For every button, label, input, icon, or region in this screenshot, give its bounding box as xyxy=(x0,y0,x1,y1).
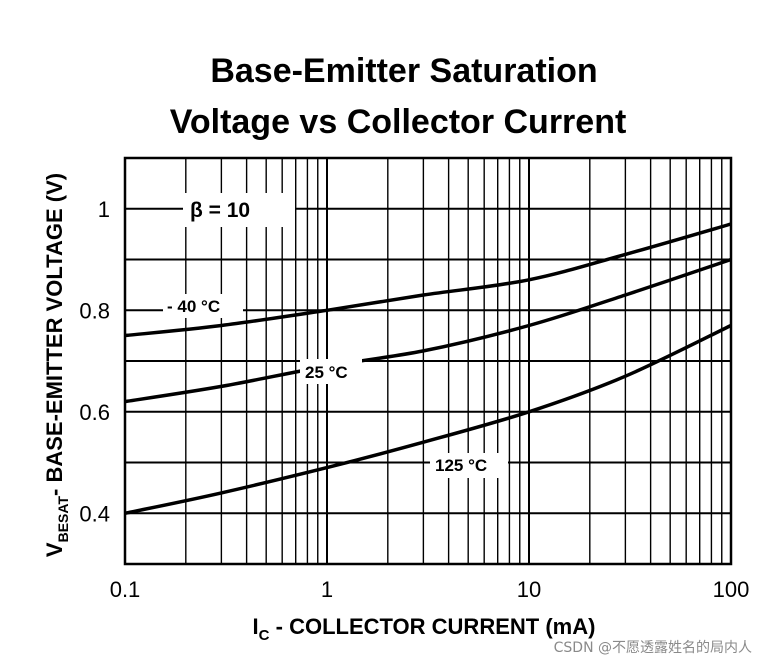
y-tick-label: 0.4 xyxy=(79,501,110,526)
series-label-bg-minus40 xyxy=(163,294,243,318)
x-tick-label: 0.1 xyxy=(110,577,141,602)
y-axis-label-sub: BESAT xyxy=(55,496,71,543)
x-axis-label-main: I xyxy=(253,614,259,639)
x-tick-label: 1 xyxy=(321,577,333,602)
x-axis-label-rest: - COLLECTOR CURRENT (mA) xyxy=(270,614,596,639)
series-line-0 xyxy=(124,222,732,338)
series-label-minus40: - 40 °C xyxy=(167,297,220,316)
y-tick-labels: 0.4 0.6 0.8 1 xyxy=(79,197,110,527)
y-tick-label: 0.6 xyxy=(79,400,110,425)
series-label-25: 25 °C xyxy=(305,363,348,382)
chart-title-line2: Voltage vs Collector Current xyxy=(170,103,627,141)
x-tick-label: 10 xyxy=(517,577,541,602)
series-line-2 xyxy=(124,323,732,516)
y-tick-label: 1 xyxy=(98,197,110,222)
x-tick-label: 100 xyxy=(713,577,750,602)
plot-frame xyxy=(123,156,733,566)
x-tick-labels: 0.1 1 10 100 xyxy=(110,577,750,602)
watermark: CSDN @不愿透露姓名的局内人 xyxy=(554,640,752,656)
y-axis-label-rest: - BASE-EMITTER VOLTAGE (V) xyxy=(42,173,67,496)
series-line-1 xyxy=(124,257,732,404)
series-label-bg-25 xyxy=(300,359,362,384)
series-lines xyxy=(124,222,732,516)
series-label-125: 125 °C xyxy=(435,456,487,475)
y-axis-label-main: V xyxy=(42,542,67,557)
x-axis-label-sub: C xyxy=(259,627,270,644)
x-axis-label: IC - COLLECTOR CURRENT (mA) xyxy=(253,614,596,644)
chart-title-line1: Base-Emitter Saturation xyxy=(210,52,597,90)
y-axis-label: VBESAT- BASE-EMITTER VOLTAGE (V) xyxy=(42,173,71,557)
beta-label-bg xyxy=(183,193,295,227)
y-tick-label: 0.8 xyxy=(79,298,110,323)
series-label-bg-125 xyxy=(430,453,508,478)
grid xyxy=(125,158,731,564)
beta-label: β = 10 xyxy=(190,199,250,222)
